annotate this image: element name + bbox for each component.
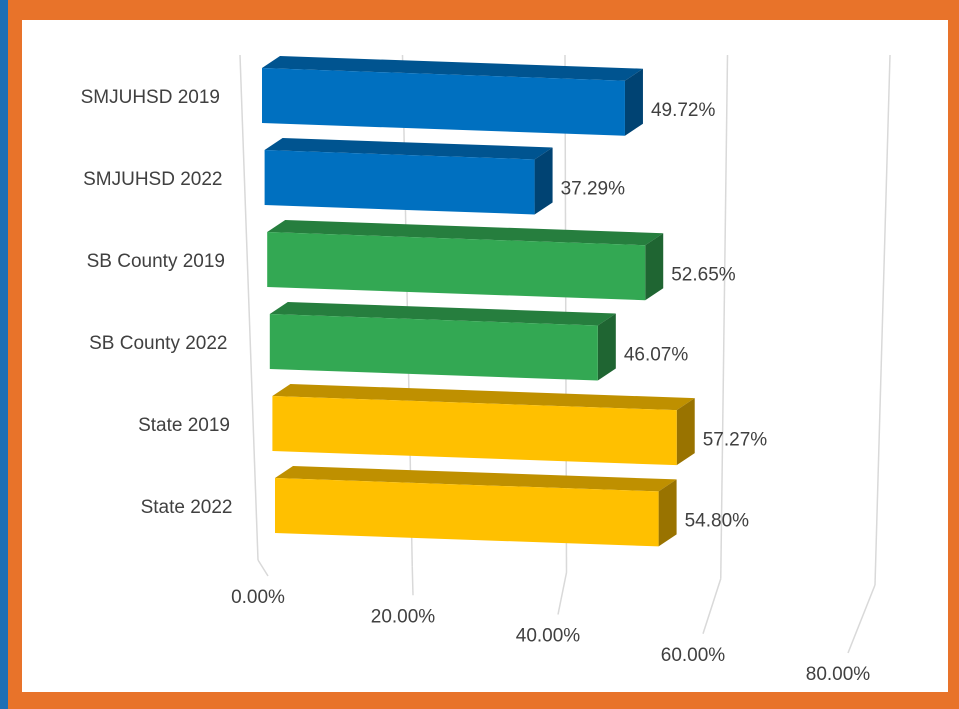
grid-floor-line xyxy=(847,584,876,654)
bar-side xyxy=(645,233,664,301)
grid-floor-line xyxy=(411,566,414,596)
x-tick-label: 40.00% xyxy=(516,626,581,647)
y-tick-label: State 2022 xyxy=(141,497,233,518)
y-tick-label: SB County 2022 xyxy=(89,333,227,354)
bar xyxy=(275,478,659,547)
grid-line xyxy=(874,54,891,586)
bar-top xyxy=(267,220,664,246)
x-tick-label: 0.00% xyxy=(231,587,285,608)
bar-side xyxy=(597,313,616,381)
x-tick-label: 80.00% xyxy=(806,664,871,685)
data-label: 54.80% xyxy=(685,511,750,532)
grid-floor-line xyxy=(257,559,269,577)
data-label: 46.07% xyxy=(624,345,689,366)
grid-floor-line xyxy=(557,572,568,615)
data-label: 57.27% xyxy=(703,429,768,450)
y-tick-label: SMJUHSD 2019 xyxy=(81,87,220,108)
bar-side xyxy=(658,479,677,547)
bar-side xyxy=(624,68,643,136)
x-tick-label: 60.00% xyxy=(661,645,726,666)
grid-floor-line xyxy=(702,578,722,634)
bar xyxy=(264,150,535,215)
data-label: 37.29% xyxy=(561,179,626,200)
bar xyxy=(262,68,625,136)
bar xyxy=(269,314,598,381)
bar-side xyxy=(534,147,553,215)
bar-top xyxy=(269,302,616,326)
grid-line xyxy=(720,54,729,579)
x-tick-label: 20.00% xyxy=(371,606,436,627)
grid-line xyxy=(239,54,259,561)
y-tick-label: State 2019 xyxy=(138,415,230,436)
bar xyxy=(267,232,646,301)
data-label: 52.65% xyxy=(671,264,736,285)
bar-top xyxy=(262,56,643,81)
y-tick-label: SMJUHSD 2022 xyxy=(83,169,222,190)
bar-side xyxy=(676,398,695,466)
y-tick-label: SB County 2019 xyxy=(87,251,225,272)
bar xyxy=(272,396,677,466)
bar-top xyxy=(264,138,553,160)
bar-top xyxy=(275,466,677,492)
bar-top xyxy=(272,384,695,411)
data-label: 49.72% xyxy=(651,100,716,121)
